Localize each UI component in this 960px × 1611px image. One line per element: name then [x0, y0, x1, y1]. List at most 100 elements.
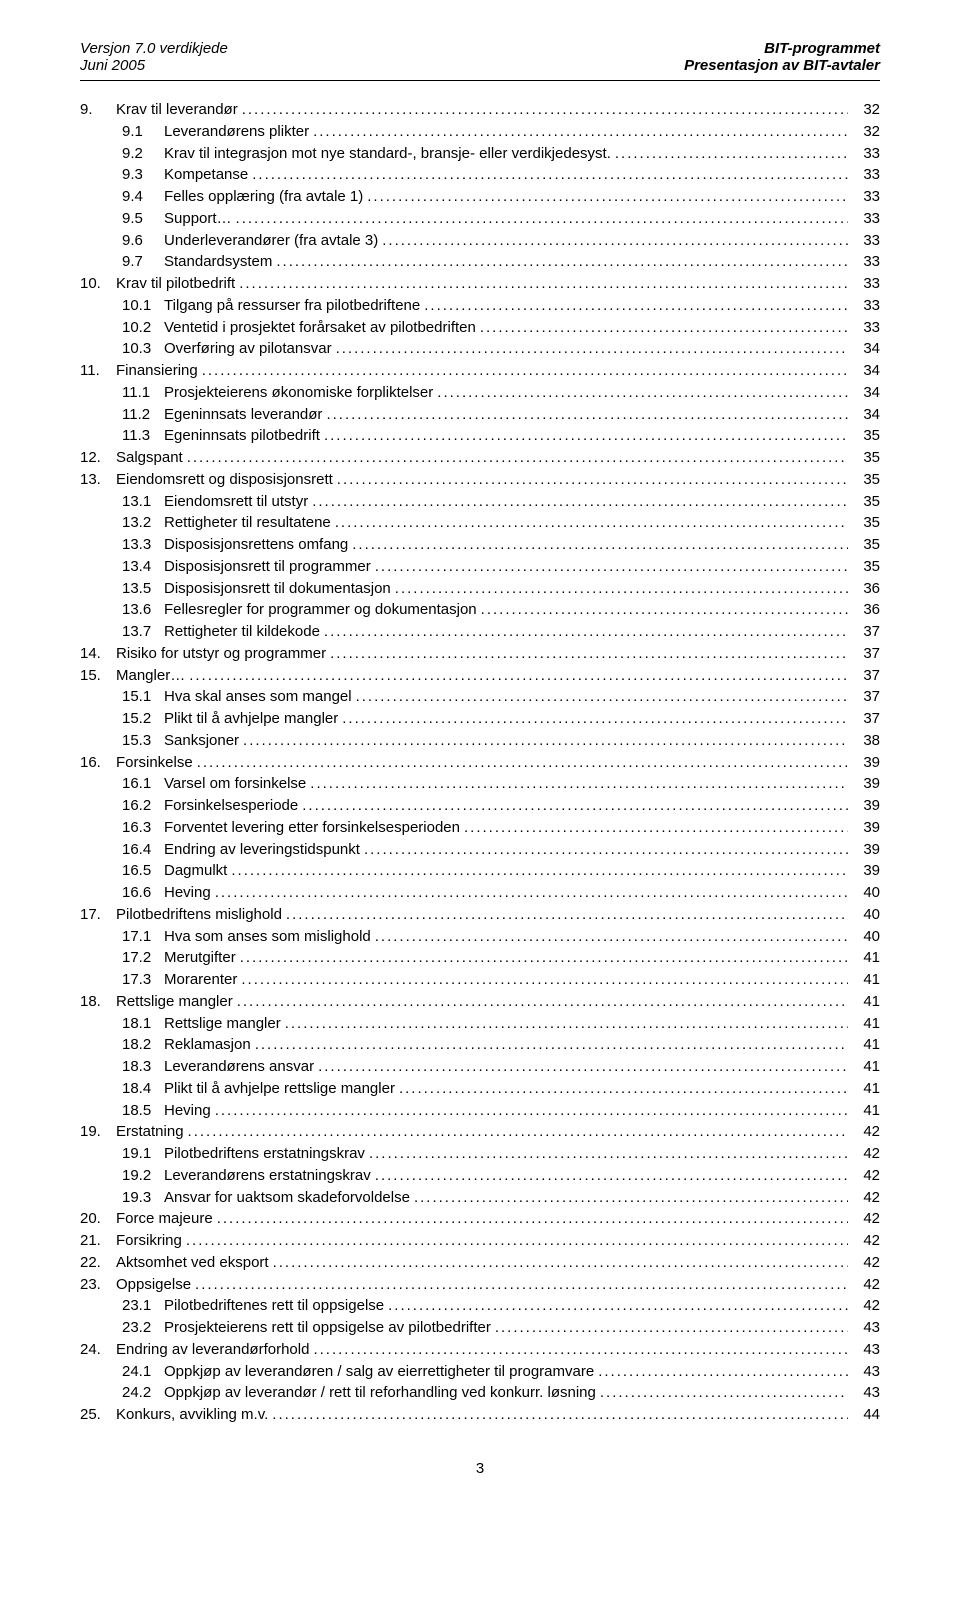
- toc-entry: 15.2Plikt til å avhjelpe mangler37: [80, 708, 880, 730]
- toc-entry-page: 33: [852, 251, 880, 273]
- toc-entry: 16.4Endring av leveringstidspunkt 39: [80, 839, 880, 861]
- toc-entry-number: 23.2: [122, 1317, 164, 1339]
- toc-entry-page: 39: [852, 839, 880, 861]
- toc-leader-dots: [375, 1165, 848, 1187]
- toc-entry-title: Fellesregler for programmer og dokumenta…: [164, 599, 477, 621]
- toc-entry-number: 11.3: [122, 425, 164, 447]
- toc-entry-number: 13.2: [122, 512, 164, 534]
- toc-leader-dots: [337, 469, 848, 491]
- toc-entry-title: Dagmulkt: [164, 860, 227, 882]
- toc-entry-page: 39: [852, 860, 880, 882]
- toc-entry-title: Mangler…: [116, 665, 185, 687]
- toc-entry-title: Erstatning: [116, 1121, 184, 1143]
- toc-entry: 19.Erstatning42: [80, 1121, 880, 1143]
- toc-entry: 11.Finansiering34: [80, 360, 880, 382]
- header-left: Versjon 7.0 verdikjede Juni 2005: [80, 40, 228, 74]
- toc-entry-title: Endring av leveringstidspunkt: [164, 839, 360, 861]
- toc-entry: 10.3Overføring av pilotansvar34: [80, 338, 880, 360]
- toc-leader-dots: [382, 230, 848, 252]
- toc-entry: 18.4Plikt til å avhjelpe rettslige mangl…: [80, 1078, 880, 1100]
- toc-entry-title: Leverandørens erstatningskrav: [164, 1165, 371, 1187]
- toc-entry-title: Krav til pilotbedrift: [116, 273, 235, 295]
- toc-entry: 23.1Pilotbedriftenes rett til oppsigelse…: [80, 1295, 880, 1317]
- toc-entry-page: 36: [852, 578, 880, 600]
- toc-entry: 19.2Leverandørens erstatningskrav42: [80, 1165, 880, 1187]
- toc-leader-dots: [424, 295, 848, 317]
- toc-leader-dots: [342, 708, 848, 730]
- toc-entry-title: Rettslige mangler: [164, 1013, 281, 1035]
- toc-leader-dots: [202, 360, 848, 382]
- toc-leader-dots: [324, 621, 848, 643]
- toc-leader-dots: [272, 1404, 848, 1426]
- toc-entry-number: 21.: [80, 1230, 116, 1252]
- toc-entry-page: 41: [852, 947, 880, 969]
- toc-leader-dots: [241, 969, 848, 991]
- toc-leader-dots: [352, 534, 848, 556]
- toc-entry: 16.Forsinkelse39: [80, 752, 880, 774]
- toc-leader-dots: [242, 99, 848, 121]
- toc-entry-page: 35: [852, 425, 880, 447]
- toc-entry: 24.1Oppkjøp av leverandøren / salg av ei…: [80, 1361, 880, 1383]
- toc-leader-dots: [312, 491, 848, 513]
- toc-entry: 13.1Eiendomsrett til utstyr35: [80, 491, 880, 513]
- toc-entry-page: 41: [852, 1078, 880, 1100]
- toc-entry: 17.1Hva som anses som mislighold40: [80, 926, 880, 948]
- toc-entry-title: Leverandørens ansvar: [164, 1056, 314, 1078]
- toc-leader-dots: [285, 1013, 848, 1035]
- toc-entry: 9.Krav til leverandør32: [80, 99, 880, 121]
- toc-leader-dots: [330, 643, 848, 665]
- toc-entry: 10.1Tilgang på ressurser fra pilotbedrif…: [80, 295, 880, 317]
- header-version: Versjon 7.0 verdikjede: [80, 40, 228, 57]
- toc-entry-title: Felles opplæring (fra avtale 1): [164, 186, 363, 208]
- toc-leader-dots: [399, 1078, 848, 1100]
- toc-entry-title: Krav til leverandør: [116, 99, 238, 121]
- toc-leader-dots: [600, 1382, 848, 1404]
- toc-entry-number: 18.: [80, 991, 116, 1013]
- toc-entry-title: Oppkjøp av leverandør / rett til reforha…: [164, 1382, 596, 1404]
- toc-entry: 13.5Disposisjonsrett til dokumentasjon36: [80, 578, 880, 600]
- toc-entry: 10.2Ventetid i prosjektet forårsaket av …: [80, 317, 880, 339]
- toc-entry: 9.5Support…33: [80, 208, 880, 230]
- toc-entry-title: Kompetanse: [164, 164, 248, 186]
- toc-entry: 9.4Felles opplæring (fra avtale 1)33: [80, 186, 880, 208]
- toc-entry-page: 34: [852, 404, 880, 426]
- toc-entry-title: Reklamasjon: [164, 1034, 251, 1056]
- toc-entry-number: 16.3: [122, 817, 164, 839]
- toc-entry-page: 35: [852, 512, 880, 534]
- toc-entry-title: Plikt til å avhjelpe rettslige mangler: [164, 1078, 395, 1100]
- toc-entry-number: 10.3: [122, 338, 164, 360]
- toc-entry: 22.Aktsomhet ved eksport42: [80, 1252, 880, 1274]
- toc-entry-number: 9.2: [122, 143, 164, 165]
- toc-entry-number: 10.1: [122, 295, 164, 317]
- toc-leader-dots: [276, 251, 848, 273]
- toc-leader-dots: [375, 926, 848, 948]
- toc-entry-page: 33: [852, 317, 880, 339]
- toc-entry: 20.Force majeure42: [80, 1208, 880, 1230]
- toc-entry-number: 13.3: [122, 534, 164, 556]
- toc-entry-title: Eiendomsrett til utstyr: [164, 491, 308, 513]
- toc-entry-number: 15.: [80, 665, 116, 687]
- toc-entry-title: Sanksjoner: [164, 730, 239, 752]
- toc-entry: 9.1Leverandørens plikter32: [80, 121, 880, 143]
- toc-entry-page: 42: [852, 1295, 880, 1317]
- toc-leader-dots: [243, 730, 848, 752]
- toc-entry-number: 18.2: [122, 1034, 164, 1056]
- toc-entry: 14.Risiko for utstyr og programmer37: [80, 643, 880, 665]
- toc-entry: 13.Eiendomsrett og disposisjonsrett35: [80, 469, 880, 491]
- toc-entry-title: Hva som anses som mislighold: [164, 926, 371, 948]
- toc-entry-number: 18.1: [122, 1013, 164, 1035]
- toc-entry-number: 11.: [80, 360, 116, 382]
- toc-entry-page: 42: [852, 1121, 880, 1143]
- toc-entry-page: 34: [852, 338, 880, 360]
- toc-entry-number: 13.7: [122, 621, 164, 643]
- toc-entry: 9.6Underleverandører (fra avtale 3)33: [80, 230, 880, 252]
- toc-entry-page: 33: [852, 230, 880, 252]
- toc-leader-dots: [367, 186, 848, 208]
- toc-entry-page: 42: [852, 1187, 880, 1209]
- toc-leader-dots: [395, 578, 848, 600]
- toc-entry: 19.3Ansvar for uaktsom skadeforvoldelse4…: [80, 1187, 880, 1209]
- toc-entry-number: 19.2: [122, 1165, 164, 1187]
- toc-entry-number: 16.4: [122, 839, 164, 861]
- toc-leader-dots: [189, 665, 848, 687]
- toc-entry-page: 41: [852, 969, 880, 991]
